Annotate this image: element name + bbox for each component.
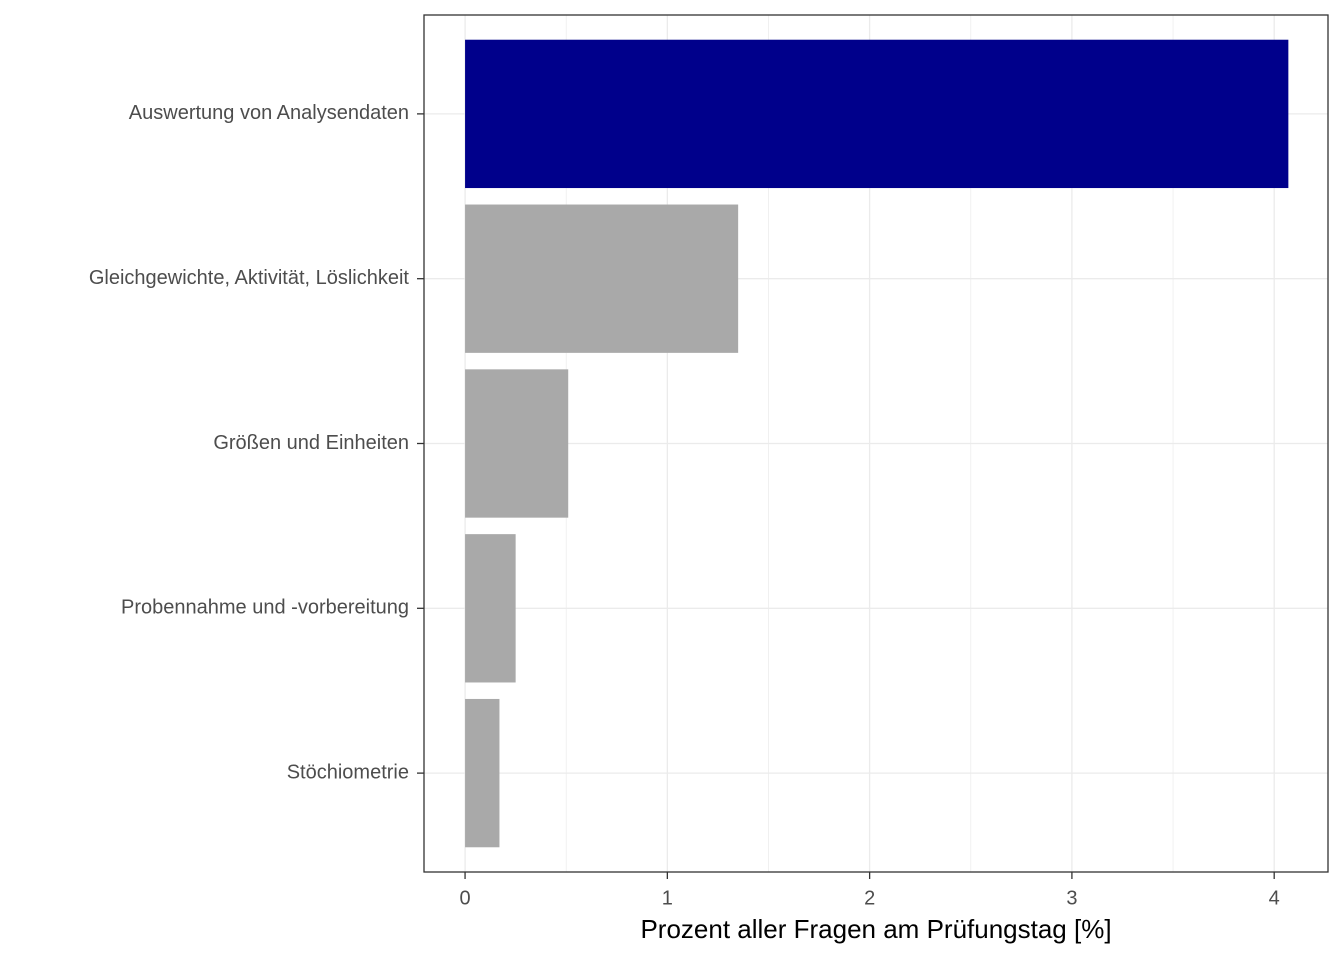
- plot-border: [423, 14, 1329, 873]
- y-tick-label: Größen und Einheiten: [213, 432, 409, 454]
- x-tick-label: 1: [662, 887, 673, 909]
- x-tick-label: 4: [1269, 887, 1280, 909]
- y-tick-label: Probennahme und -vorbereitung: [121, 597, 409, 619]
- bar: [465, 534, 516, 683]
- x-axis-title: Prozent aller Fragen am Prüfungstag [%]: [640, 914, 1111, 944]
- bar: [465, 698, 500, 848]
- bar: [465, 204, 739, 353]
- x-tick-label: 2: [864, 887, 875, 909]
- x-tick-label: 3: [1066, 887, 1077, 909]
- y-tick-label: Gleichgewichte, Aktivität, Löslichkeit: [89, 267, 410, 289]
- y-tick-label: Auswertung von Analysendaten: [129, 102, 409, 124]
- x-tick-label: 0: [460, 887, 471, 909]
- bar: [465, 39, 1289, 189]
- y-tick-label: Stöchiometrie: [287, 761, 409, 783]
- bar: [465, 369, 569, 518]
